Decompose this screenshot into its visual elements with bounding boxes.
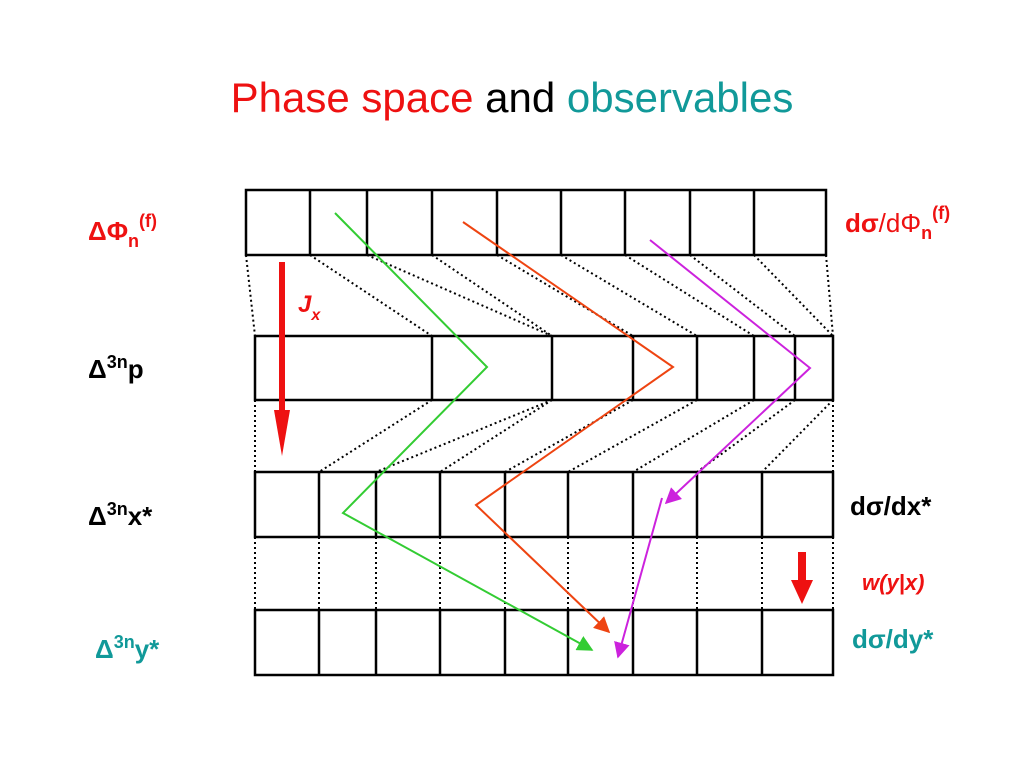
dividers — [308, 190, 797, 675]
jx-arrow-head — [274, 410, 290, 456]
left-label: ΔΦn(f) — [88, 211, 157, 251]
label-sup: 3n — [107, 352, 128, 372]
label-part: /dΦ — [879, 208, 921, 238]
rows — [244, 188, 835, 677]
row-box — [253, 608, 835, 677]
dotted-line — [318, 399, 433, 473]
left-label: Δ3ny* — [95, 632, 160, 664]
orange-path — [462, 221, 675, 634]
dotted-line — [504, 399, 634, 473]
row-box — [244, 188, 828, 257]
dotted-line — [439, 399, 553, 473]
dotted-line — [753, 254, 834, 337]
magenta-path — [614, 497, 663, 659]
title: Phase space and observables — [231, 74, 794, 121]
row-box — [253, 470, 835, 539]
label-sub: n — [921, 223, 932, 243]
dotted-line — [632, 399, 755, 473]
label-sub: x — [310, 307, 321, 324]
arrow-label: Jx — [298, 291, 321, 324]
dotted-line — [309, 254, 433, 337]
label-part: Δ — [95, 634, 114, 664]
dotted-line — [431, 254, 553, 337]
dotted-line — [375, 399, 553, 473]
jx-arrow — [279, 262, 285, 412]
label-part: x* — [128, 501, 153, 531]
dotted-line — [496, 254, 634, 337]
right-label: dσ/dΦn(f) — [845, 203, 950, 243]
title-part: and — [485, 74, 555, 121]
label-part: dσ — [845, 208, 879, 238]
right-label: dσ/dx* — [850, 491, 932, 521]
dotted-line — [366, 254, 553, 337]
dotted-line — [560, 254, 698, 337]
label-sup: (f) — [139, 211, 157, 231]
w-arrow — [798, 552, 806, 582]
left-label: Δ3nx* — [88, 499, 153, 531]
paths — [334, 212, 812, 659]
right-label: dσ/dy* — [852, 624, 934, 654]
label-sup: 3n — [114, 632, 135, 652]
red-arrows — [274, 262, 813, 604]
label-part: Δ — [88, 501, 107, 531]
dotted-line — [689, 254, 796, 337]
label-sup: 3n — [107, 499, 128, 519]
label-sub: n — [128, 231, 139, 251]
label-sup: (f) — [932, 203, 950, 223]
label-part: Δ — [88, 354, 107, 384]
magenta-path — [649, 239, 812, 505]
label-part: y* — [135, 634, 160, 664]
dotted-line — [245, 254, 256, 337]
dotted-line — [696, 399, 796, 473]
dotted-lines — [245, 254, 834, 610]
row-box — [253, 334, 835, 402]
title-part: Phase space — [231, 74, 474, 121]
dotted-line — [825, 254, 834, 337]
dotted-line — [761, 399, 834, 473]
label-part: p — [128, 354, 144, 384]
green-path — [334, 212, 594, 651]
label-part: J — [298, 291, 312, 318]
title-part: observables — [567, 74, 793, 121]
left-label: Δ3np — [88, 352, 144, 384]
arrow-label: w(y|x) — [862, 570, 924, 595]
w-arrow-head — [791, 580, 813, 604]
dotted-line — [624, 254, 755, 337]
label-part: ΔΦ — [88, 216, 128, 246]
dotted-line — [567, 399, 698, 473]
